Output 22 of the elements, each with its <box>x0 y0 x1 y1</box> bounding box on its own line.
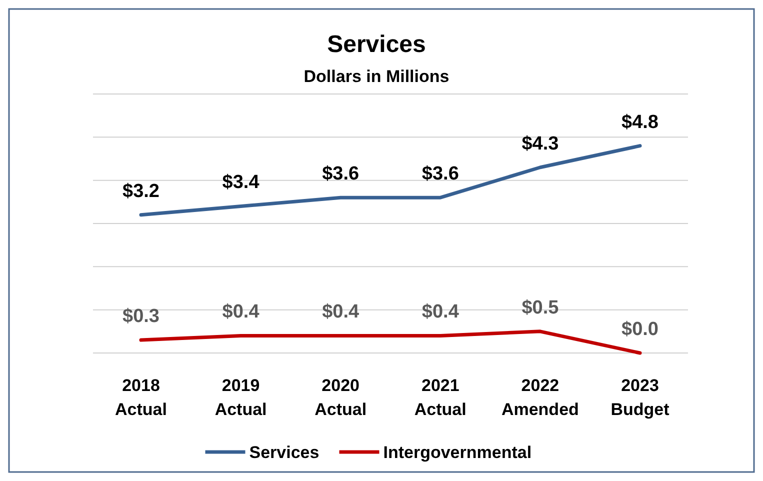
x-tick-label: 2020 Actual <box>314 376 367 419</box>
x-tick-label: 2022 Amended <box>501 376 579 419</box>
data-label: $0.0 <box>622 319 658 340</box>
data-label: $3.6 <box>422 164 459 185</box>
x-tick-label: 2023 Budget <box>610 376 670 419</box>
data-label: $4.8 <box>622 112 658 133</box>
data-label: $3.6 <box>322 164 360 185</box>
x-tick-label: 2018 Actual <box>115 376 167 419</box>
data-label: $0.4 <box>222 302 260 323</box>
x-tick-label: 2021 Actual <box>414 376 466 419</box>
chart-title: Services <box>327 31 426 58</box>
x-tick-label: 2019 Actual <box>214 376 267 419</box>
data-label: $0.4 <box>422 302 460 323</box>
data-label: $0.3 <box>122 306 160 328</box>
chart-subtitle: Dollars in Millions <box>304 67 450 86</box>
data-label: $0.4 <box>322 302 360 323</box>
data-label: $3.2 <box>122 180 160 202</box>
data-label: $4.3 <box>522 133 559 154</box>
data-label: $3.4 <box>222 172 260 194</box>
legend-label: Intergovernmental <box>383 443 532 462</box>
legend-label: Services <box>249 443 320 462</box>
data-label: $0.5 <box>522 297 560 318</box>
